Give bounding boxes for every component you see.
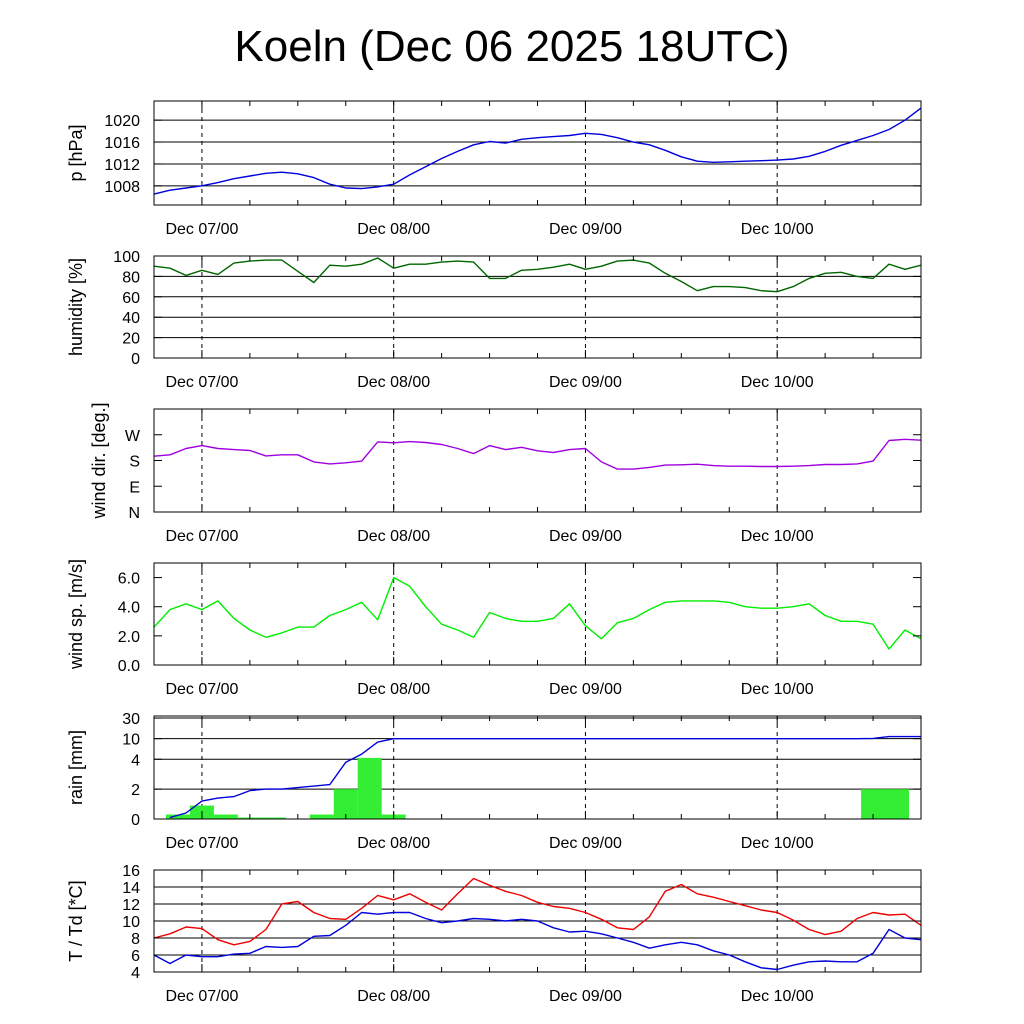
y-tick-label: 0 [131,351,140,368]
rain-bar [261,817,286,819]
x-tick-label: Dec 10/00 [741,221,814,238]
x-tick-label: Dec 07/00 [165,681,238,698]
chart-title: Koeln (Dec 06 2025 18UTC) [234,22,790,71]
x-tick-label: Dec 07/00 [165,988,238,1005]
rain-bar [309,814,334,819]
x-tick-label: Dec 07/00 [165,528,238,545]
panel-rain: 0 2 4 10 30 Dec 07/00 Dec 08/00 Dec 09/00 Dec 10… [66,711,922,852]
y-axis-label: p [hPa] [66,124,86,181]
y-tick-label: 4.0 [118,600,140,617]
x-tick-label: Dec 10/00 [741,528,814,545]
plot-frame [153,562,922,666]
y-tick-label: 2 [131,782,140,799]
y-tick-label: 8 [131,931,140,948]
x-tick-label: Dec 09/00 [549,988,622,1005]
series-line-humidity [153,257,922,293]
x-tick-label: Dec 09/00 [549,374,622,391]
x-tick-label: Dec 09/00 [549,835,622,852]
panel-humidity: 0 20 40 60 80 100 Dec 07/00 Dec 08/00 Dec 09/00 D… [66,249,922,391]
y-tick-label: 10 [122,732,140,749]
x-tick-label: Dec 07/00 [165,374,238,391]
x-tick-label: Dec 08/00 [357,835,430,852]
series-line-wind-direction [153,438,922,470]
x-tick-label: Dec 09/00 [549,221,622,238]
y-tick-label: E [129,479,140,496]
series-line-wind-speed [153,576,922,650]
y-tick-label: 16 [122,863,140,880]
x-tick-label: Dec 10/00 [741,374,814,391]
rain-bar [213,814,238,819]
panel-pressure: 1008 1012 1016 1020 Dec 07/00 Dec 08/00 Dec 09… [66,100,922,238]
y-tick-label: 1016 [104,135,140,152]
rain-bar [885,789,910,819]
y-tick-label: 12 [122,897,140,914]
series-line-accumulated-rain [169,735,921,819]
y-tick-label: 6 [131,948,140,965]
series-line-t [153,877,922,946]
x-tick-label: Dec 08/00 [357,988,430,1005]
y-tick-label: 0.0 [118,658,140,675]
series-line-td [153,911,922,971]
panel-wind_speed: 0.0 2.0 4.0 6.0 Dec 07/00 Dec 08/00 Dec 09/00 D… [66,559,922,698]
rain-bar [333,789,358,819]
plot-frame [153,408,922,513]
y-tick-label: 4 [131,752,140,769]
rain-bar [357,757,382,819]
series-line-pressure [153,107,922,195]
y-tick-label: 60 [122,290,140,307]
y-tick-label: 30 [122,711,140,728]
x-tick-label: Dec 08/00 [357,681,430,698]
y-tick-label: 2.0 [118,629,140,646]
y-tick-label: 80 [122,269,140,286]
y-axis-label: rain [mm] [66,730,86,805]
y-tick-label: 14 [122,880,140,897]
y-tick-label: 100 [113,249,140,266]
x-tick-label: Dec 10/00 [741,835,814,852]
x-tick-label: Dec 07/00 [165,221,238,238]
y-tick-label: 1008 [104,179,140,196]
y-axis-label: wind sp. [m/s] [66,559,86,670]
y-tick-label: 4 [131,965,140,982]
x-tick-label: Dec 09/00 [549,681,622,698]
y-tick-label: 0 [131,812,140,829]
x-tick-label: Dec 10/00 [741,988,814,1005]
rain-bar [861,789,886,819]
plot-frame [153,255,922,359]
y-tick-label: W [125,428,141,445]
x-tick-label: Dec 09/00 [549,528,622,545]
rain-bar [165,814,190,819]
plot-frame [153,715,922,820]
y-axis-label: T / Td [*C] [66,880,86,961]
x-tick-label: Dec 08/00 [357,221,430,238]
y-axis-label: wind dir. [deg.] [89,402,109,519]
x-tick-label: Dec 07/00 [165,835,238,852]
y-axis-label: humidity [%] [66,258,86,356]
y-tick-label: S [129,454,140,471]
y-tick-label: 6.0 [118,571,140,588]
y-tick-label: 1020 [104,113,140,130]
y-tick-label: N [128,505,140,522]
y-tick-label: 1012 [104,157,140,174]
x-tick-label: Dec 08/00 [357,374,430,391]
plot-frame [153,100,922,206]
x-tick-label: Dec 08/00 [357,528,430,545]
y-tick-label: 40 [122,310,140,327]
y-tick-label: 10 [122,914,140,931]
x-tick-label: Dec 10/00 [741,681,814,698]
y-tick-label: 20 [122,331,140,348]
